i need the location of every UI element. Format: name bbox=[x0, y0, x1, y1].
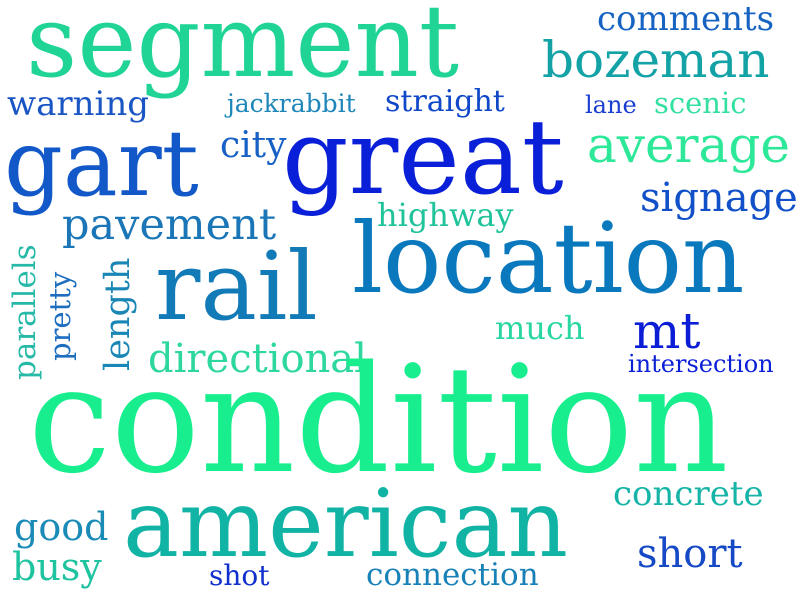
word-jackrabbit: jackrabbit bbox=[227, 89, 356, 118]
word-comments: comments bbox=[597, 0, 775, 39]
word-mt: mt bbox=[633, 302, 701, 360]
word-great: great bbox=[282, 96, 564, 218]
word-short: short bbox=[637, 531, 743, 577]
word-shot: shot bbox=[209, 559, 270, 592]
word-directional: directional bbox=[148, 336, 367, 382]
word-highway: highway bbox=[377, 196, 514, 234]
word-condition: condition bbox=[28, 334, 729, 506]
word-signage: signage bbox=[640, 175, 798, 221]
word-average: average bbox=[587, 116, 790, 174]
word-good: good bbox=[14, 505, 109, 549]
word-warning: warning bbox=[7, 84, 150, 124]
word-much: much bbox=[495, 309, 585, 347]
word-lane: lane bbox=[585, 91, 637, 119]
word-scenic: scenic bbox=[654, 86, 747, 120]
word-segment: segment bbox=[26, 0, 460, 100]
word-connection: connection bbox=[366, 557, 539, 593]
word-rail: rail bbox=[155, 232, 318, 342]
word-intersection: intersection bbox=[628, 350, 774, 378]
word-gart: gart bbox=[4, 110, 199, 217]
word-busy: busy bbox=[12, 545, 102, 589]
word-concrete: concrete bbox=[613, 474, 764, 514]
word-location: location bbox=[352, 202, 745, 315]
word-city: city bbox=[220, 125, 287, 166]
word-pavement: pavement bbox=[62, 200, 277, 250]
word-american: american bbox=[123, 470, 569, 579]
word-bozeman: bozeman bbox=[542, 31, 770, 89]
word-straight: straight bbox=[385, 84, 505, 119]
